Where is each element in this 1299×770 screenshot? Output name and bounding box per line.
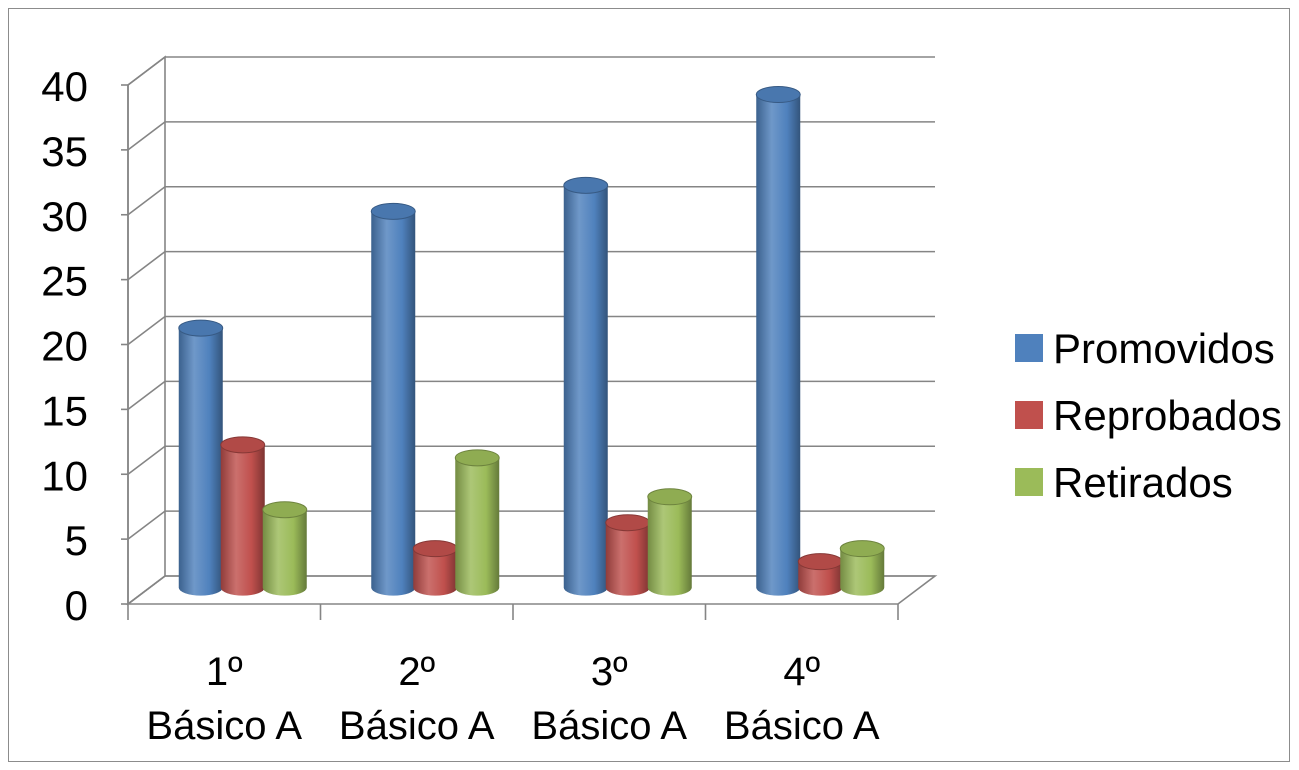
x-tick-label-line: Básico A <box>531 704 687 748</box>
legend: Promovidos Reprobados Retirados <box>1015 325 1282 506</box>
gridline <box>127 185 935 216</box>
bar-promovidos-2 <box>370 202 416 596</box>
bar-reprobados-3 <box>605 514 651 596</box>
legend-swatch <box>1015 334 1043 362</box>
y-tick-label: 0 <box>65 582 88 629</box>
bar-body <box>563 185 608 596</box>
bar-reprobados-1 <box>220 436 266 596</box>
gridline <box>127 315 935 346</box>
legend-label: Reprobados <box>1053 392 1282 439</box>
gridline <box>127 250 935 281</box>
bar-top <box>454 449 500 467</box>
gridline <box>127 445 935 475</box>
bar-promovidos-1 <box>178 319 224 596</box>
bar-reprobados-2 <box>412 540 458 596</box>
x-tick-label: 1º Básico A <box>146 650 302 748</box>
bar-top <box>220 436 266 454</box>
bar-body <box>220 444 265 596</box>
bars <box>178 86 885 596</box>
x-tick-label-line: Básico A <box>724 704 880 748</box>
bar-reprobados-4 <box>797 553 843 596</box>
y-tick-label: 30 <box>41 193 88 240</box>
x-tick-label-line: Básico A <box>339 704 495 748</box>
gridline <box>127 380 935 411</box>
y-tick-label: 25 <box>41 258 88 305</box>
bar-body <box>647 496 692 596</box>
bar-body <box>262 509 307 596</box>
bar-retirados-2 <box>454 449 500 596</box>
bar-top <box>563 176 609 194</box>
bar-top <box>262 501 308 519</box>
bar-retirados-1 <box>262 501 308 596</box>
legend-label: Promovidos <box>1053 325 1275 372</box>
y-tick-label: 35 <box>41 128 88 175</box>
x-tick-label-line: 1º <box>206 650 243 694</box>
bar-retirados-3 <box>647 488 693 596</box>
bar-top <box>797 553 843 571</box>
legend-swatch <box>1015 468 1043 496</box>
x-tick-label: 4º Básico A <box>724 650 880 748</box>
x-tick-label: 3º Básico A <box>531 650 687 748</box>
bar-promovidos-4 <box>755 86 801 596</box>
bar-body <box>756 94 801 596</box>
bar-top <box>755 86 801 104</box>
y-tick-label: 15 <box>41 387 88 434</box>
bar-top <box>370 202 416 220</box>
bar-top <box>839 540 885 558</box>
x-tick-label: 2º Básico A <box>339 650 495 748</box>
x-tick-label-line: 3º <box>591 650 628 694</box>
x-axis: 1º Básico A 2º Básico A 3º Básico A 4º Básico A <box>127 604 899 748</box>
bar-promovidos-3 <box>563 176 609 596</box>
bar-body <box>371 211 416 596</box>
gridline <box>127 121 935 151</box>
bar-body <box>798 561 843 596</box>
legend-label: Retirados <box>1053 459 1233 506</box>
gridlines <box>127 56 935 605</box>
bar-top <box>605 514 651 532</box>
x-tick-label-line: 2º <box>398 650 435 694</box>
bar-body <box>455 457 500 596</box>
bar-retirados-4 <box>839 540 885 596</box>
bar-top <box>647 488 693 506</box>
bar-body <box>413 548 458 596</box>
bar-top <box>412 540 458 558</box>
x-tick-label-line: Básico A <box>146 704 302 748</box>
x-tick-label-line: 4º <box>783 650 820 694</box>
bar-top <box>178 319 224 337</box>
y-tick-label: 40 <box>41 63 88 110</box>
y-tick-label: 10 <box>41 452 88 499</box>
y-tick-label: 20 <box>41 323 88 370</box>
legend-swatch <box>1015 401 1043 429</box>
y-tick-label: 5 <box>65 517 88 564</box>
gridline <box>127 56 935 86</box>
bar-body <box>605 522 650 596</box>
y-axis-ticks: 0 5 10 15 20 25 30 35 40 <box>41 63 129 629</box>
bar-body <box>840 548 885 596</box>
bar-body <box>178 328 223 596</box>
